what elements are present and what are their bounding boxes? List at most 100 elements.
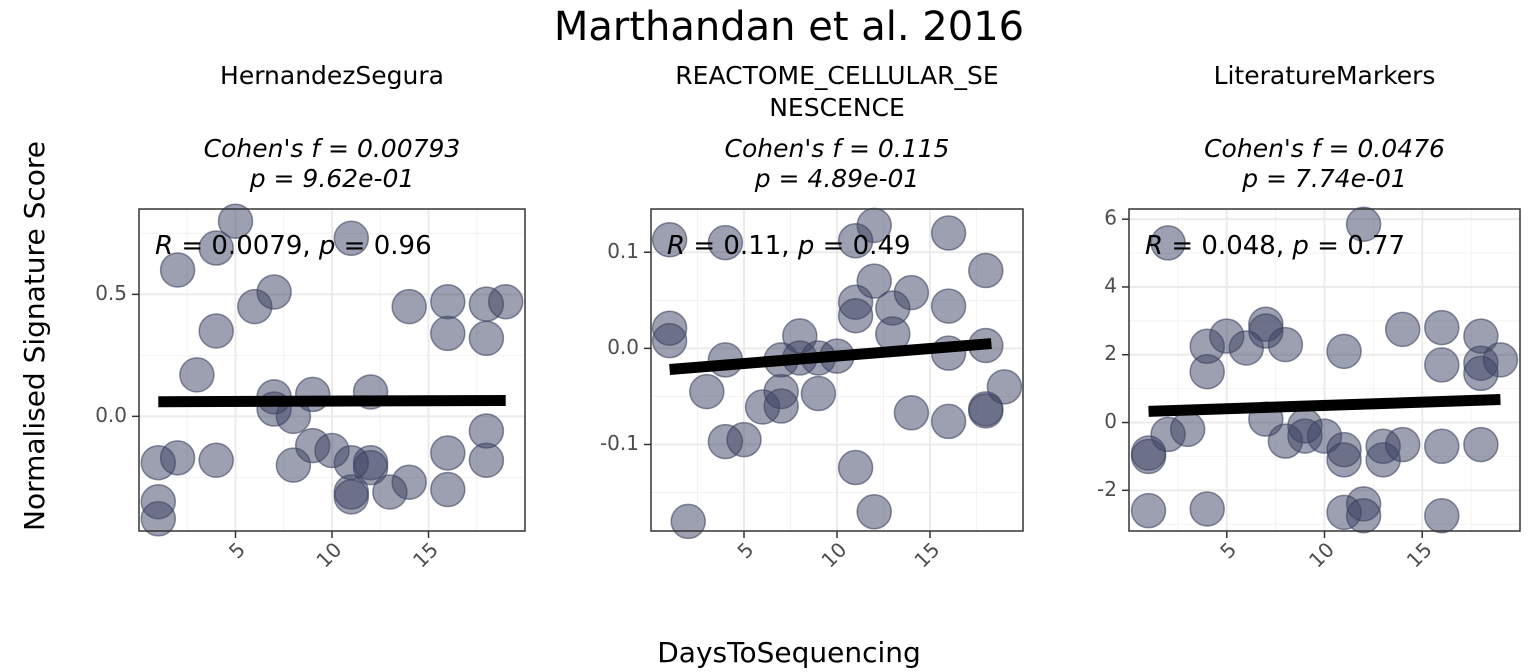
regression-line xyxy=(158,394,506,408)
x-tick-label: 15 xyxy=(909,537,944,572)
panel-1: R = 0.0079, p = 0.96 5 10 15 0.0 0.5 Hernandez… xyxy=(95,61,526,572)
x-axis-title: DaysToSequencing xyxy=(657,636,921,669)
data-point xyxy=(1169,411,1206,448)
data-point xyxy=(800,375,837,412)
data-point xyxy=(1189,491,1225,527)
data-point xyxy=(1326,442,1362,478)
data-point xyxy=(1424,309,1460,346)
data-point xyxy=(763,388,799,424)
data-point xyxy=(1384,426,1421,463)
data-point xyxy=(430,435,466,471)
x-tick-label: 10 xyxy=(311,537,346,572)
r-value: = 0.11, xyxy=(685,231,798,261)
panel-title: NESCENCE xyxy=(769,93,905,122)
regression-line xyxy=(669,338,992,376)
data-point xyxy=(217,203,254,239)
data-point xyxy=(159,252,196,288)
panel-2: R = 0.11, p = 0.49 5 10 15 -0.1 0.0 0.1 REACTOM… xyxy=(600,61,1024,572)
data-point xyxy=(893,395,930,431)
data-point xyxy=(333,479,370,515)
panel-3: R = 0.048, p = 0.77 5 10 15 -2 0 2 4 6 Literature… xyxy=(1097,61,1521,572)
r-symbol: R xyxy=(1145,231,1163,261)
data-point xyxy=(1482,342,1519,378)
correlation-label: R = 0.0079, p = 0.96 xyxy=(155,231,432,261)
data-point xyxy=(1150,225,1186,261)
data-point xyxy=(468,442,505,479)
p-symbol: p xyxy=(1291,231,1309,261)
x-tick-label: 5 xyxy=(224,537,250,563)
y-tick-label: 6 xyxy=(1104,206,1117,230)
data-point xyxy=(430,471,466,508)
data-point xyxy=(1424,497,1460,534)
panel-stats: Cohen's f = 0.00793 xyxy=(204,134,461,163)
data-point xyxy=(726,421,762,458)
p-value: = 0.96 xyxy=(335,231,431,261)
data-point xyxy=(837,297,874,334)
x-tick-label: 5 xyxy=(732,537,758,563)
data-point xyxy=(893,274,930,311)
data-point xyxy=(333,220,370,257)
data-point xyxy=(391,464,427,500)
panel-title: REACTOME_CELLULAR_SE xyxy=(675,61,998,90)
data-point xyxy=(651,322,688,359)
panel-title: HernandezSegura xyxy=(220,61,444,90)
panel-stats: p = 4.89e-01 xyxy=(754,164,920,193)
data-point xyxy=(930,215,967,251)
data-point xyxy=(1130,492,1167,529)
data-point xyxy=(968,252,1004,289)
y-tick-label: 0 xyxy=(1104,409,1117,433)
main-title: Marthandan et al. 2016 xyxy=(554,4,1024,50)
panel-stats: Cohen's f = 0.0476 xyxy=(1204,134,1445,163)
correlation-label: R = 0.11, p = 0.49 xyxy=(667,231,911,261)
y-tick-label: 2 xyxy=(1104,341,1117,365)
y-axis-title: Normalised Signature Score xyxy=(18,141,51,531)
y-tick-label: 0.0 xyxy=(95,403,127,427)
regression-line xyxy=(1148,393,1501,417)
y-tick-label: 0.0 xyxy=(607,335,639,359)
data-point xyxy=(179,357,215,393)
panel-title: LiteratureMarkers xyxy=(1214,61,1436,90)
data-point xyxy=(1345,497,1382,534)
data-point xyxy=(1326,333,1362,370)
data-point xyxy=(670,503,706,540)
r-symbol: R xyxy=(155,231,173,261)
data-point xyxy=(352,449,389,486)
data-point xyxy=(1345,206,1382,243)
correlation-label: R = 0.048, p = 0.77 xyxy=(1145,231,1405,261)
y-tick-label: 0.5 xyxy=(95,281,127,305)
r-value: = 0.048, xyxy=(1163,231,1292,261)
data-point xyxy=(159,440,196,476)
r-value: = 0.0079, xyxy=(173,231,319,261)
data-point xyxy=(468,320,505,357)
data-point xyxy=(1189,353,1225,390)
data-point xyxy=(391,288,427,325)
data-point xyxy=(651,222,688,258)
y-tick-label: -0.1 xyxy=(600,431,639,455)
x-tick-label: 5 xyxy=(1215,537,1241,563)
data-point xyxy=(837,449,874,486)
p-value: = 0.77 xyxy=(1309,231,1405,261)
x-tick-label: 15 xyxy=(408,537,443,572)
p-symbol: p xyxy=(318,231,336,261)
p-value: = 0.49 xyxy=(814,231,910,261)
panels-layer: R = 0.0079, p = 0.96 5 10 15 0.0 0.5 Hernandez… xyxy=(95,61,1521,572)
data-point xyxy=(968,393,1004,429)
data-point xyxy=(430,315,466,352)
data-point xyxy=(1463,426,1499,463)
data-point xyxy=(856,263,892,299)
y-tick-label: 0.1 xyxy=(607,239,639,263)
data-point xyxy=(430,283,466,320)
data-point xyxy=(256,274,292,310)
data-point xyxy=(930,288,967,324)
x-tick-label: 10 xyxy=(816,537,851,572)
data-point xyxy=(986,369,1023,405)
data-point xyxy=(689,373,725,410)
data-point xyxy=(140,501,177,537)
p-symbol: p xyxy=(797,231,815,261)
x-tick-label: 15 xyxy=(1402,537,1437,572)
data-point xyxy=(198,230,234,266)
data-point xyxy=(1384,311,1421,348)
panel-stats: Cohen's f = 0.115 xyxy=(725,134,950,163)
panel-stats: p = 9.62e-01 xyxy=(249,164,415,193)
